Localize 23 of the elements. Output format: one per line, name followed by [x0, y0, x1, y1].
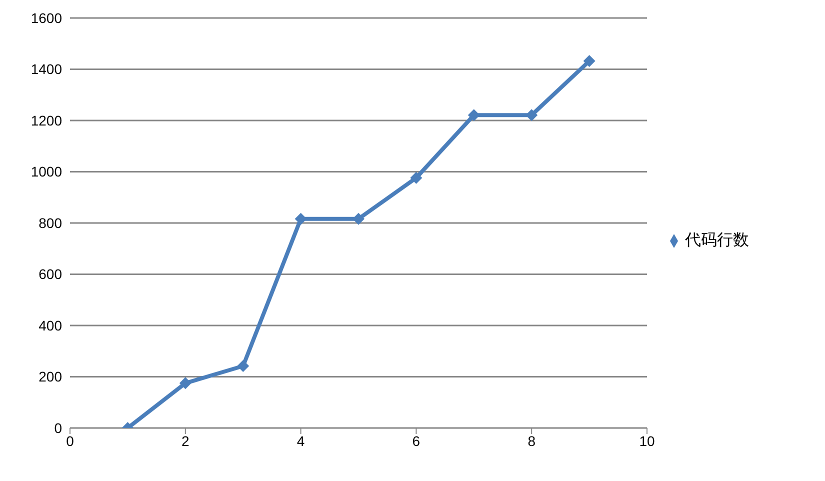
point: [526, 109, 538, 122]
y-tick-label: 1400: [30, 61, 62, 78]
x-tick-label: 10: [639, 432, 655, 449]
y-tick-label: 1000: [30, 164, 62, 180]
legend-label: 代码行数: [685, 232, 749, 249]
point: [410, 172, 422, 184]
x-tick-label: 4: [296, 432, 305, 449]
y-tick-label: 1600: [30, 10, 62, 26]
y-tick-label: 800: [38, 214, 62, 231]
y-tick-label: 0: [54, 420, 62, 436]
point: [468, 109, 480, 122]
point: [179, 377, 192, 390]
x-tick-label: 8: [528, 432, 536, 449]
x-tick-label: 0: [66, 432, 74, 449]
x-tick-label: 6: [412, 432, 420, 449]
y-tick-label: 600: [38, 266, 62, 282]
y-tick-label: 400: [38, 317, 62, 334]
point: [352, 212, 364, 225]
point: [583, 55, 596, 68]
point: [237, 360, 250, 372]
x-tick-label: 2: [182, 432, 190, 449]
y-tick-label: 200: [38, 368, 62, 385]
y-tick-label: 1200: [30, 112, 62, 128]
